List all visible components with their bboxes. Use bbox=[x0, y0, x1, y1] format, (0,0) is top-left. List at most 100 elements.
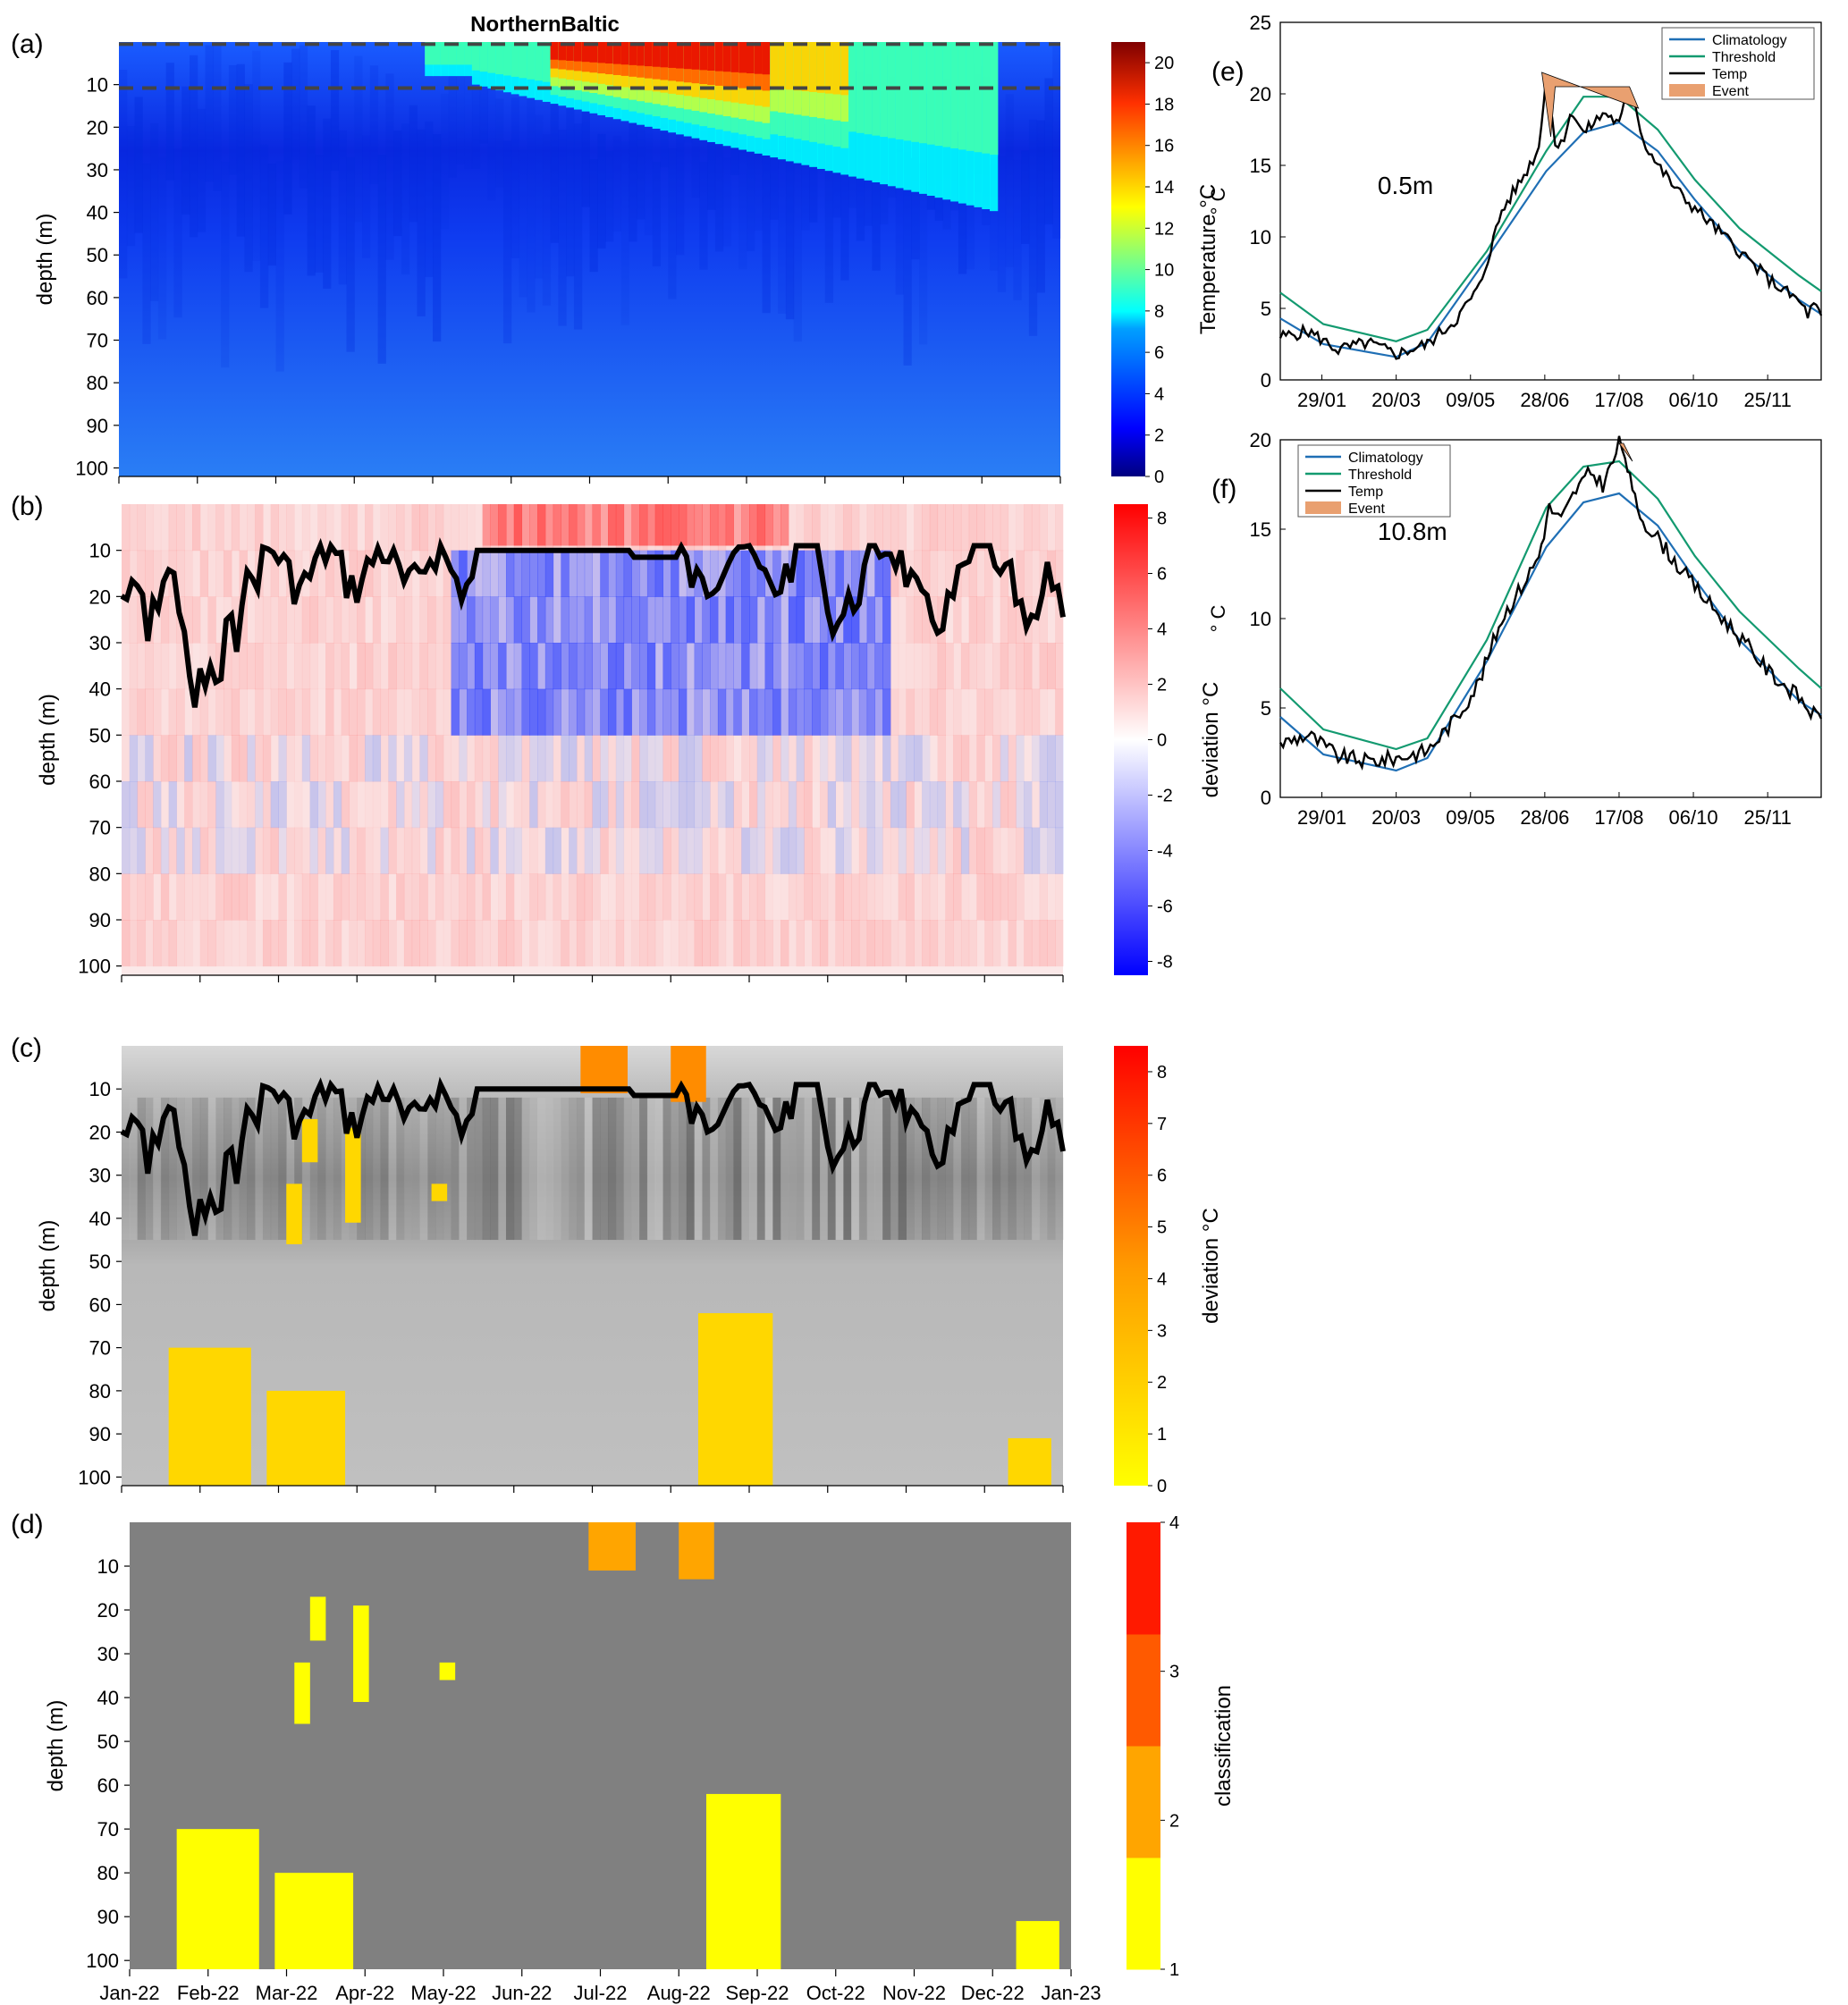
x-tick-label-d: May-22 bbox=[410, 1982, 476, 2004]
heatmap-b-cell bbox=[741, 688, 750, 736]
heatmap-b-cell bbox=[851, 643, 860, 690]
heatmap-b-cell bbox=[694, 735, 703, 782]
heatmap-b-cell bbox=[270, 688, 279, 736]
heatmap-b-cell bbox=[349, 504, 358, 552]
heatmap-b-cell bbox=[858, 781, 868, 829]
heatmap-a-cell bbox=[691, 84, 700, 198]
heatmap-b-cell bbox=[474, 735, 484, 782]
heatmap-b-cell bbox=[569, 827, 578, 874]
heatmap-b-cell bbox=[191, 688, 201, 736]
heatmap-b-cell bbox=[717, 596, 727, 644]
heatmap-b-cell bbox=[521, 920, 530, 967]
series-line-climatology-f bbox=[1279, 492, 1822, 772]
heatmap-b-cell bbox=[945, 688, 954, 736]
heatmap-b-cell bbox=[411, 873, 420, 921]
heatmap-b-cell bbox=[639, 596, 648, 644]
heatmap-c-cell bbox=[1024, 1097, 1033, 1241]
heatmap-b-cell bbox=[333, 920, 342, 967]
heatmap-b-cell bbox=[490, 873, 499, 921]
heatmap-b-cell bbox=[679, 873, 688, 921]
heatmap-a-warm bbox=[464, 42, 473, 65]
heatmap-c-cell bbox=[435, 1097, 444, 1241]
panel-label-d: (d) bbox=[11, 1510, 44, 1539]
heatmap-a-cell bbox=[134, 97, 143, 233]
heatmap-b-cell bbox=[153, 873, 162, 921]
heatmap-b-cell bbox=[882, 643, 891, 690]
heatmap-b-cell bbox=[890, 781, 899, 829]
y-tick-label-c: 100 bbox=[78, 1466, 111, 1488]
heatmap-b-cell bbox=[451, 920, 460, 967]
heatmap-b-cell bbox=[796, 550, 805, 597]
heatmap-b-cell bbox=[467, 873, 476, 921]
heatmap-b-cell bbox=[529, 596, 538, 644]
heatmap-b-cell bbox=[184, 781, 193, 829]
heatmap-b-cell bbox=[874, 550, 883, 597]
heatmap-a-cell bbox=[369, 65, 379, 185]
heatmap-b-cell bbox=[600, 827, 609, 874]
heatmap-b-cell bbox=[662, 827, 671, 874]
heatmap-b-cell bbox=[819, 873, 829, 921]
heatmap-b-cell bbox=[654, 596, 663, 644]
heatmap-b-cell bbox=[1047, 688, 1056, 736]
heatmap-b-cell bbox=[631, 873, 640, 921]
y-tick-label-c: 60 bbox=[89, 1293, 111, 1316]
heatmap-b-cell bbox=[145, 643, 154, 690]
heatmap-c-cell bbox=[137, 1097, 146, 1241]
heatmap-b-cell bbox=[937, 781, 946, 829]
heatmap-b-cell bbox=[199, 781, 209, 829]
heatmap-b-cell bbox=[482, 596, 491, 644]
heatmap-b-cell bbox=[733, 643, 742, 690]
heatmap-b-cell bbox=[505, 688, 515, 736]
heatmap-a-cell bbox=[150, 122, 159, 301]
heatmap-b-cell bbox=[145, 873, 154, 921]
heatmap-b-cell bbox=[231, 781, 240, 829]
heatmap-a-cell bbox=[471, 77, 481, 169]
event-patch-d bbox=[1016, 1921, 1059, 1969]
y-tick-label-c: 70 bbox=[89, 1337, 111, 1360]
heatmap-b-cell bbox=[224, 827, 232, 874]
heatmap-b-cell bbox=[851, 920, 860, 967]
event-patch-c bbox=[345, 1127, 361, 1223]
heatmap-a-warm bbox=[990, 42, 999, 156]
heatmap-b-surface bbox=[521, 504, 530, 546]
heatmap-b-cell bbox=[215, 596, 224, 644]
heatmap-b-cell bbox=[827, 688, 837, 736]
heatmap-b-cell bbox=[914, 781, 923, 829]
heatmap-b-cell bbox=[239, 643, 248, 690]
heatmap-b-cell bbox=[129, 643, 139, 690]
heatmap-b-cell bbox=[1024, 688, 1033, 736]
colorbar-tick-label-a: 4 bbox=[1154, 384, 1164, 404]
heatmap-b-cell bbox=[671, 873, 679, 921]
heatmap-b-cell bbox=[569, 735, 578, 782]
heatmap-c-cell bbox=[686, 1097, 696, 1241]
heatmap-b-cell bbox=[1024, 735, 1033, 782]
colorbar-tick-label-a: 16 bbox=[1154, 137, 1174, 156]
heatmap-b-cell bbox=[129, 735, 139, 782]
heatmap-b-cell bbox=[561, 550, 570, 597]
heatmap-b-cell bbox=[294, 550, 303, 597]
heatmap-b-cell bbox=[122, 735, 131, 782]
heatmap-b-cell bbox=[890, 873, 899, 921]
heatmap-b-cell bbox=[937, 735, 946, 782]
heatmap-b-cell bbox=[717, 643, 727, 690]
heatmap-b-cell bbox=[168, 504, 177, 552]
heatmap-b-cell bbox=[654, 688, 663, 736]
heatmap-c-cell bbox=[749, 1097, 758, 1241]
heatmap-b-cell bbox=[380, 873, 389, 921]
heatmap-b-cell bbox=[772, 781, 781, 829]
heatmap-b-cell bbox=[207, 504, 216, 552]
heatmap-b-cell bbox=[278, 596, 287, 644]
heatmap-b-cell bbox=[694, 504, 703, 552]
heatmap-b-cell bbox=[207, 735, 216, 782]
heatmap-b-cell bbox=[702, 827, 711, 874]
heatmap-b-cell bbox=[843, 504, 852, 552]
heatmap-b-cell bbox=[945, 735, 954, 782]
heatmap-b-cell bbox=[812, 550, 821, 597]
heatmap-c-cell bbox=[191, 1097, 201, 1241]
heatmap-b-cell bbox=[702, 781, 711, 829]
heatmap-b-cell bbox=[741, 873, 750, 921]
heatmap-b-cell bbox=[906, 735, 915, 782]
heatmap-b-cell bbox=[341, 688, 350, 736]
heatmap-b-cell bbox=[309, 504, 318, 552]
heatmap-b-cell bbox=[1000, 873, 1009, 921]
